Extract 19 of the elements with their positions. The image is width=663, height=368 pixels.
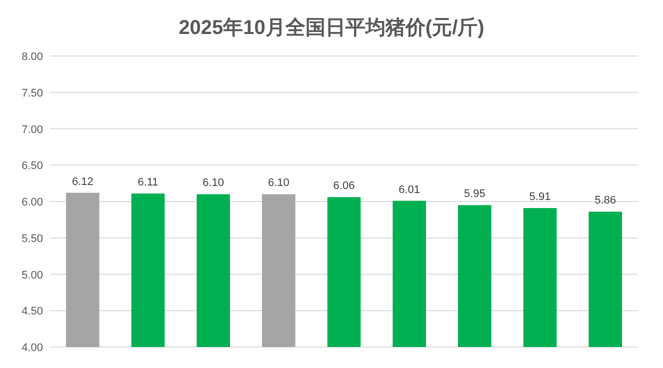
y-tick-label: 7.50 bbox=[22, 87, 43, 100]
y-tick-label: 6.50 bbox=[22, 160, 43, 172]
data-label: 5.91 bbox=[529, 191, 551, 204]
chart-title: 2025年10月全国日平均猪价(元/斤) bbox=[178, 16, 484, 39]
data-label: 6.01 bbox=[398, 184, 420, 196]
data-label: 6.11 bbox=[138, 176, 158, 188]
data-label: 6.06 bbox=[333, 180, 355, 192]
data-label: 6.10 bbox=[268, 177, 290, 190]
y-tick-label: 4.50 bbox=[22, 306, 43, 318]
y-tick-label: 4.00 bbox=[22, 342, 43, 354]
y-tick-label: 7.00 bbox=[22, 124, 43, 136]
y-tick-label: 8.00 bbox=[22, 51, 43, 63]
data-label: 6.12 bbox=[72, 176, 94, 188]
data-label: 5.86 bbox=[594, 194, 616, 207]
data-label: 5.95 bbox=[464, 188, 486, 200]
y-tick-label: 5.50 bbox=[22, 232, 43, 245]
y-tick-label: 6.00 bbox=[22, 196, 43, 208]
y-tick-label: 5.00 bbox=[22, 269, 43, 282]
data-label: 6.10 bbox=[202, 177, 224, 190]
